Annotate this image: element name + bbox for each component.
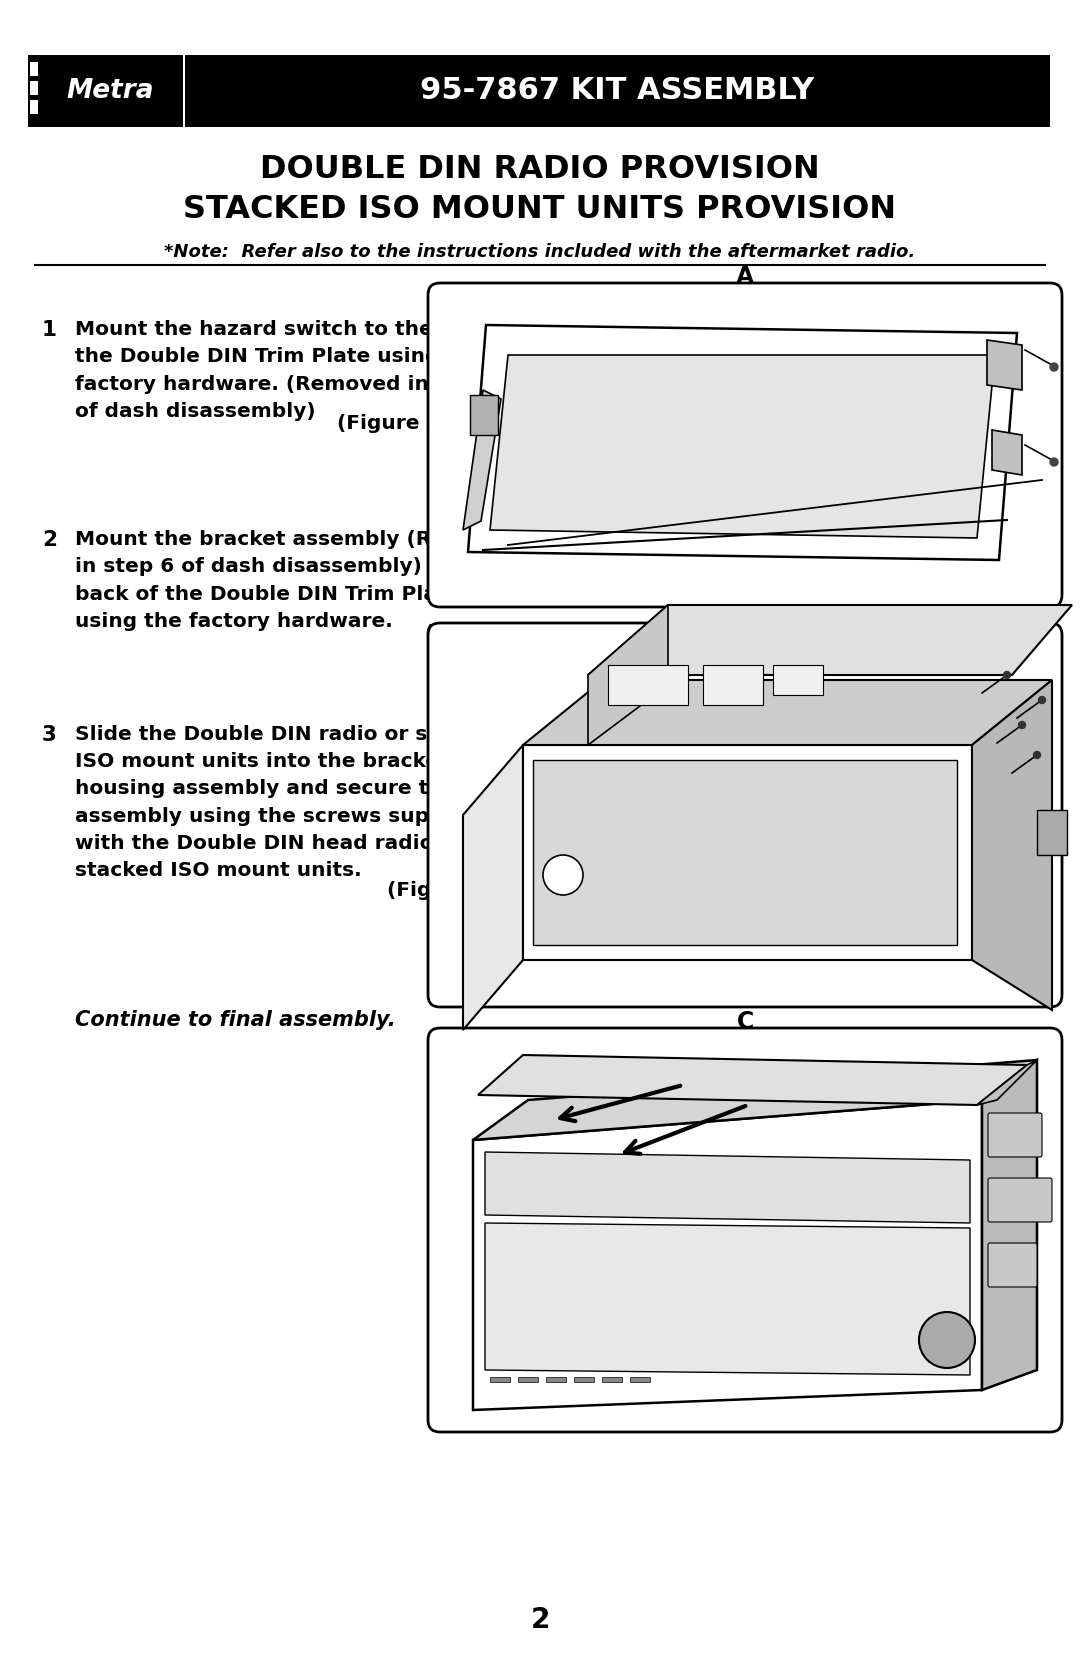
Polygon shape bbox=[588, 604, 669, 744]
Bar bbox=[185, 55, 1050, 127]
Text: Slide the Double DIN radio or stacked
ISO mount units into the bracket/radio
hou: Slide the Double DIN radio or stacked IS… bbox=[75, 724, 515, 880]
Bar bbox=[490, 1377, 510, 1382]
Polygon shape bbox=[588, 604, 1072, 674]
Polygon shape bbox=[523, 744, 972, 960]
Bar bbox=[630, 1377, 650, 1382]
Circle shape bbox=[1003, 671, 1011, 679]
Bar bbox=[773, 664, 823, 694]
Circle shape bbox=[1039, 696, 1045, 704]
Circle shape bbox=[543, 855, 583, 895]
Text: 3: 3 bbox=[42, 724, 57, 744]
Bar bbox=[573, 1377, 594, 1382]
Bar bbox=[703, 664, 762, 704]
Text: DOUBLE DIN RADIO PROVISION: DOUBLE DIN RADIO PROVISION bbox=[260, 155, 820, 185]
Text: 95-7867 KIT ASSEMBLY: 95-7867 KIT ASSEMBLY bbox=[420, 77, 814, 105]
Bar bbox=[546, 1377, 566, 1382]
FancyBboxPatch shape bbox=[988, 1243, 1037, 1287]
Polygon shape bbox=[987, 340, 1022, 391]
Text: B: B bbox=[735, 604, 754, 629]
FancyBboxPatch shape bbox=[988, 1113, 1042, 1157]
Polygon shape bbox=[463, 391, 501, 531]
Bar bbox=[602, 1377, 622, 1382]
Text: Mount the hazard switch to the back of
the Double DIN Trim Plate using the
facto: Mount the hazard switch to the back of t… bbox=[75, 320, 523, 421]
Polygon shape bbox=[523, 679, 1052, 744]
Bar bbox=[1037, 809, 1067, 855]
FancyBboxPatch shape bbox=[428, 623, 1062, 1006]
Polygon shape bbox=[478, 1055, 1027, 1105]
Bar bbox=[30, 100, 38, 113]
Polygon shape bbox=[473, 1100, 982, 1410]
Polygon shape bbox=[468, 325, 1017, 561]
Text: *Note:  Refer also to the instructions included with the aftermarket radio.: *Note: Refer also to the instructions in… bbox=[164, 244, 916, 260]
Bar bbox=[28, 55, 183, 127]
FancyBboxPatch shape bbox=[428, 1028, 1062, 1432]
Text: (Figure B): (Figure B) bbox=[424, 624, 539, 643]
Text: (Figure C): (Figure C) bbox=[387, 881, 501, 900]
Polygon shape bbox=[977, 1060, 1037, 1105]
Polygon shape bbox=[993, 431, 1022, 476]
Text: A: A bbox=[735, 265, 754, 289]
Bar bbox=[608, 664, 688, 704]
Polygon shape bbox=[490, 355, 995, 537]
Text: Metra: Metra bbox=[66, 78, 153, 103]
Polygon shape bbox=[972, 679, 1052, 1010]
Text: STACKED ISO MOUNT UNITS PROVISION: STACKED ISO MOUNT UNITS PROVISION bbox=[184, 195, 896, 225]
Text: 1: 1 bbox=[42, 320, 57, 340]
Text: C: C bbox=[737, 1010, 754, 1035]
Circle shape bbox=[1050, 457, 1058, 466]
Circle shape bbox=[1018, 721, 1026, 728]
Text: 2: 2 bbox=[530, 1606, 550, 1634]
Polygon shape bbox=[982, 1060, 1037, 1390]
Bar bbox=[30, 62, 38, 77]
Circle shape bbox=[919, 1312, 975, 1369]
Circle shape bbox=[1050, 362, 1058, 371]
Text: Continue to final assembly.: Continue to final assembly. bbox=[75, 1010, 395, 1030]
Polygon shape bbox=[485, 1152, 970, 1223]
Text: (Figure A): (Figure A) bbox=[337, 414, 451, 432]
Polygon shape bbox=[463, 744, 523, 1030]
Bar bbox=[30, 82, 38, 95]
Polygon shape bbox=[473, 1060, 1037, 1140]
Bar bbox=[470, 396, 498, 436]
FancyBboxPatch shape bbox=[988, 1178, 1052, 1222]
Text: 2: 2 bbox=[42, 531, 57, 551]
Polygon shape bbox=[485, 1223, 970, 1375]
Text: Mount the bracket assembly (Removed
in step 6 of dash disassembly) to the
back o: Mount the bracket assembly (Removed in s… bbox=[75, 531, 522, 631]
Bar bbox=[518, 1377, 538, 1382]
Polygon shape bbox=[534, 759, 957, 945]
FancyBboxPatch shape bbox=[428, 284, 1062, 608]
Circle shape bbox=[1034, 751, 1040, 758]
